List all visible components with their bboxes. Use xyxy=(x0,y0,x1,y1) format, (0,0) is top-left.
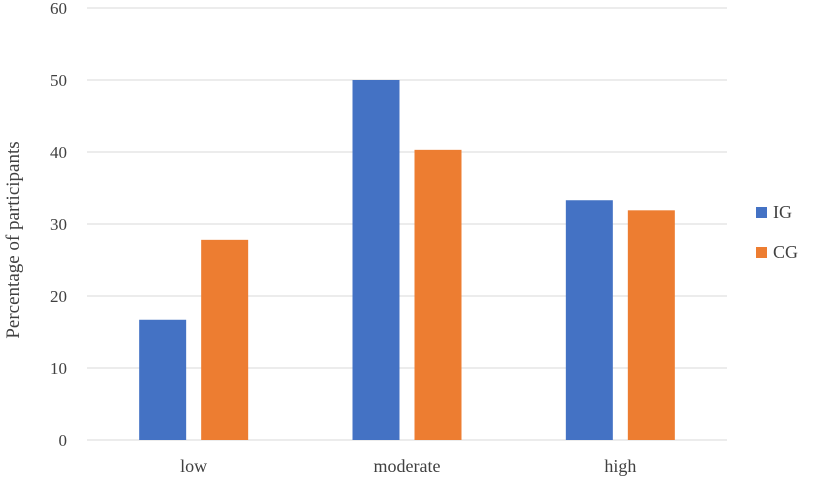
y-tick-label: 40 xyxy=(50,143,67,162)
y-tick-label: 60 xyxy=(50,0,67,18)
x-axis-categories: low moderate high xyxy=(180,456,636,476)
legend-label-IG: IG xyxy=(773,202,792,222)
bar-CG-high xyxy=(627,210,675,440)
bar-IG-high xyxy=(565,200,613,440)
y-tick-label: 20 xyxy=(50,287,67,306)
y-axis-ticks: 0 10 20 30 40 50 60 xyxy=(50,0,67,450)
legend-swatch-IG xyxy=(756,207,767,218)
gridlines xyxy=(87,7,727,441)
bar-IG-low xyxy=(139,319,187,440)
y-axis-title: Percentage of participants xyxy=(3,141,24,338)
legend-swatch-CG xyxy=(756,247,767,258)
legend-label-CG: CG xyxy=(773,242,798,262)
legend: IG CG xyxy=(756,202,798,262)
bar-CG-moderate xyxy=(414,149,462,440)
y-tick-label: 10 xyxy=(50,359,67,378)
x-category-label: high xyxy=(604,456,636,476)
y-tick-label: 0 xyxy=(59,431,68,450)
y-tick-label: 30 xyxy=(50,215,67,234)
x-category-label: moderate xyxy=(374,456,441,476)
y-tick-label: 50 xyxy=(50,71,67,90)
bars xyxy=(139,80,675,440)
x-category-label: low xyxy=(180,456,207,476)
bar-CG-low xyxy=(201,239,249,440)
bar-IG-moderate xyxy=(352,80,400,440)
